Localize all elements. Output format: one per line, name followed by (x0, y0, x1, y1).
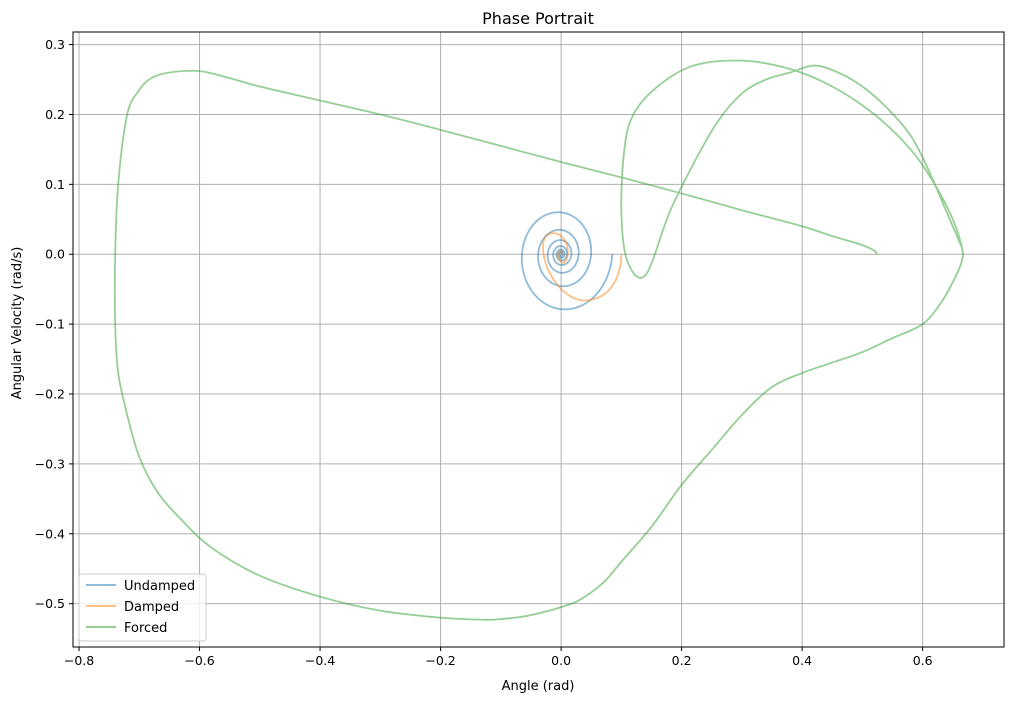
x-tick-label: −0.4 (305, 653, 335, 668)
y-tick-label: −0.3 (35, 456, 65, 471)
grid (73, 32, 1004, 647)
y-tick-label: 0.3 (45, 37, 65, 52)
y-axis-ticks: 0.3 0.2 0.1 0.0 −0.1 −0.2 −0.3 −0.4 −0.5 (35, 37, 73, 611)
y-tick-label: 0.0 (45, 247, 65, 262)
y-tick-label: −0.5 (35, 596, 65, 611)
y-tick-label: −0.1 (35, 317, 65, 332)
legend-box (78, 573, 207, 642)
y-tick-label: −0.4 (35, 526, 65, 541)
chart-title: Phase Portrait (482, 9, 594, 28)
x-axis-ticks: −0.8 −0.6 −0.4 −0.2 0.0 0.2 0.4 0.6 (64, 647, 933, 668)
x-tick-label: −0.6 (184, 653, 214, 668)
x-tick-label: −0.8 (64, 653, 94, 668)
y-axis-label: Angular Velocity (rad/s) (10, 247, 25, 400)
x-axis-label: Angle (rad) (502, 679, 575, 694)
plot-lines (113, 59, 964, 621)
series-line-damped (542, 232, 623, 302)
legend: Undamped Damped Forced (78, 573, 207, 642)
x-tick-label: 0.6 (913, 653, 933, 668)
legend-label-damped: Damped (124, 600, 179, 615)
plot-frame (72, 31, 1005, 648)
x-tick-label: −0.2 (425, 653, 455, 668)
y-tick-label: −0.2 (35, 387, 65, 402)
x-tick-label: 0.4 (792, 653, 812, 668)
legend-label-undamped: Undamped (124, 579, 195, 594)
x-tick-label: 0.2 (672, 653, 692, 668)
series-line-forced (113, 59, 964, 621)
y-tick-label: 0.2 (45, 107, 65, 122)
x-tick-label: 0.0 (551, 653, 571, 668)
legend-label-forced: Forced (124, 621, 167, 636)
y-tick-label: 0.1 (45, 177, 65, 192)
